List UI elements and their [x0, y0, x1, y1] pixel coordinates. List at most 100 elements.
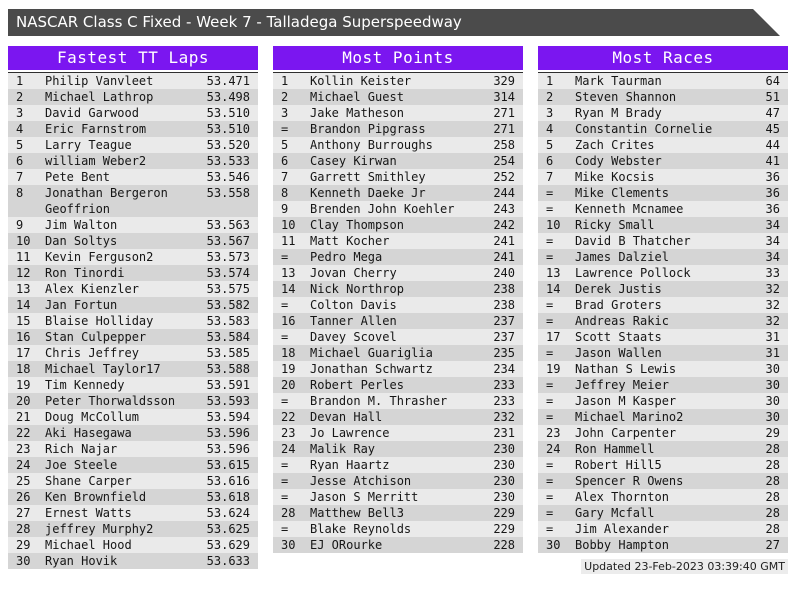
table-row: 13 Alex Kienzler 53.575: [8, 281, 258, 297]
table-row: 8 Kenneth Daeke Jr 244: [273, 185, 523, 201]
row-driver-name: EJ ORourke: [310, 538, 383, 552]
row-value: 241: [493, 250, 515, 264]
row-driver-name: Bobby Hampton: [575, 538, 669, 552]
table-row: 20 Robert Perles 233: [273, 377, 523, 393]
row-value: 258: [493, 138, 515, 152]
row-driver-name: Michael Marino2: [575, 410, 684, 424]
row-value: 41: [765, 154, 780, 168]
board-rows-most-points: 1 Kollin Keister 329 2 Michael Guest 314 3 Jake…: [273, 72, 523, 553]
table-row: 9 Brenden John Koehler 243: [273, 201, 523, 217]
row-driver-name: Michael Hood: [45, 538, 132, 552]
row-rank: 4: [546, 122, 554, 136]
row-rank: =: [281, 250, 289, 264]
row-rank: 7: [281, 170, 289, 184]
row-driver-name: David Garwood: [45, 106, 139, 120]
row-rank: 19: [16, 378, 31, 392]
row-value: 30: [765, 362, 780, 376]
row-rank: 19: [281, 362, 296, 376]
table-row: 28 Matthew Bell3 229: [273, 505, 523, 521]
row-driver-name: Blake Reynolds: [310, 522, 412, 536]
table-row: = Andreas Rakic 32: [538, 313, 788, 329]
row-driver-name: Ryan Haartz: [310, 458, 390, 472]
row-value: 53.558: [206, 186, 250, 200]
row-value: 244: [493, 186, 515, 200]
row-value: 53.624: [206, 506, 250, 520]
row-driver-name: Alex Thornton: [575, 490, 669, 504]
row-rank: 16: [16, 330, 31, 344]
table-row: 23 Jo Lawrence 231: [273, 425, 523, 441]
table-row: = Spencer R Owens 28: [538, 473, 788, 489]
row-value: 233: [493, 378, 515, 392]
row-rank: =: [281, 330, 289, 344]
row-rank: =: [546, 506, 554, 520]
row-driver-name: James Dalziel: [575, 250, 669, 264]
row-driver-name: Ryan Hovik: [45, 554, 118, 568]
table-row: 15 Blaise Holliday 53.583: [8, 313, 258, 329]
row-value: 53.588: [206, 362, 250, 376]
row-value: 53.471: [206, 74, 250, 88]
row-rank: 9: [16, 218, 24, 232]
table-row: 1 Kollin Keister 329: [273, 73, 523, 89]
row-driver-name: Michael Guest: [310, 90, 404, 104]
row-driver-name: Davey Scovel: [310, 330, 397, 344]
table-row: 25 Shane Carper 53.616: [8, 473, 258, 489]
row-driver-name: Brad Groters: [575, 298, 662, 312]
row-value: 233: [493, 394, 515, 408]
row-driver-name: Jason M Kasper: [575, 394, 677, 408]
row-driver-name: Ken Brownfield: [45, 490, 147, 504]
row-driver-name: Pete Bent: [45, 170, 111, 184]
row-rank: 10: [546, 218, 561, 232]
row-driver-name: Rich Najar: [45, 442, 118, 456]
row-rank: =: [281, 298, 289, 312]
row-driver-name: Robert Perles: [310, 378, 404, 392]
table-row: 1 Philip Vanvleet 53.471: [8, 73, 258, 89]
row-driver-name: Matthew Bell3: [310, 506, 404, 520]
row-value: 53.498: [206, 90, 250, 104]
row-driver-name: Shane Carper: [45, 474, 132, 488]
row-rank: 12: [16, 266, 31, 280]
board-most-races: Most Races 1 Mark Taurman 64 2 Steven Shanno…: [538, 46, 788, 553]
row-value: 53.616: [206, 474, 250, 488]
row-driver-name: Michael Lathrop: [45, 90, 154, 104]
row-driver-name: Zach Crites: [575, 138, 655, 152]
table-row: = James Dalziel 34: [538, 249, 788, 265]
row-rank: 7: [16, 170, 24, 184]
row-value: 30: [765, 394, 780, 408]
row-driver-name: Kenneth Daeke Jr: [310, 186, 426, 200]
row-value: 53.573: [206, 250, 250, 264]
row-value: 230: [493, 442, 515, 456]
board-title-most-points: Most Points: [273, 46, 523, 72]
row-rank: 11: [16, 250, 31, 264]
row-driver-name: Jim Walton: [45, 218, 118, 232]
row-value: 53.546: [206, 170, 250, 184]
table-row: 30 Ryan Hovik 53.633: [8, 553, 258, 569]
row-driver-name: Ron Tinordi: [45, 266, 125, 280]
row-driver-name: Casey Kirwan: [310, 154, 397, 168]
row-driver-name: Michael Guariglia: [310, 346, 433, 360]
row-driver-name: Joe Steele: [45, 458, 118, 472]
row-driver-name: Kenneth Mcnamee: [575, 202, 684, 216]
row-rank: 3: [281, 106, 289, 120]
row-value: 53.510: [206, 106, 250, 120]
table-row: 24 Joe Steele 53.615: [8, 457, 258, 473]
row-rank: =: [281, 394, 289, 408]
row-value: 53.596: [206, 442, 250, 456]
row-driver-name: Gary Mcfall: [575, 506, 655, 520]
table-row: = David B Thatcher 34: [538, 233, 788, 249]
row-value: 53.582: [206, 298, 250, 312]
table-row: 4 Constantin Cornelie 45: [538, 121, 788, 137]
row-value: 234: [493, 362, 515, 376]
row-value: 237: [493, 314, 515, 328]
row-rank: =: [546, 458, 554, 472]
table-row: 6 Casey Kirwan 254: [273, 153, 523, 169]
row-rank: 6: [546, 154, 554, 168]
row-rank: 18: [16, 362, 31, 376]
row-rank: =: [281, 122, 289, 136]
page-title: NASCAR Class C Fixed - Week 7 - Talladeg…: [16, 13, 462, 31]
row-rank: 6: [16, 154, 24, 168]
table-row: = Brandon Pipgrass 271: [273, 121, 523, 137]
table-row: 14 Jan Fortun 53.582: [8, 297, 258, 313]
table-row: 9 Jim Walton 53.563: [8, 217, 258, 233]
table-row: = Gary Mcfall 28: [538, 505, 788, 521]
table-row: 8 Jonathan Bergeron Geoffrion 53.558: [8, 185, 258, 217]
